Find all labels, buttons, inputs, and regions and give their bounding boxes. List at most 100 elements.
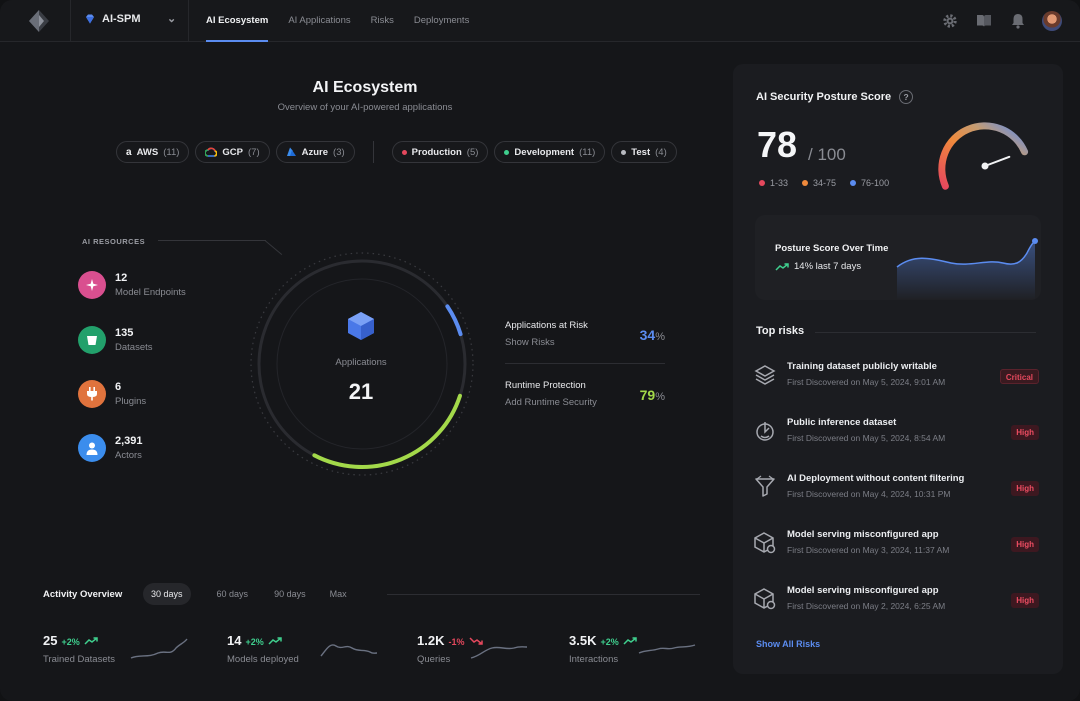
resource-label: Model Endpoints: [115, 287, 186, 298]
status-dot: [401, 149, 407, 155]
stat-value: 1.2K: [417, 633, 445, 648]
legend-item: 34-75: [802, 178, 836, 188]
avatar[interactable]: [1042, 11, 1062, 31]
stat-value: 25: [43, 633, 58, 648]
stat-value: 3.5K: [569, 633, 597, 648]
risk-date: First Discovered on May 3, 2024, 11:37 A…: [787, 545, 950, 555]
range-60-days[interactable]: 60 days: [216, 589, 249, 599]
severity-badge: High: [1011, 481, 1039, 496]
cube-gear-icon: [754, 532, 776, 554]
main-tabs: AI Ecosystem AI Applications Risks Deplo…: [196, 0, 479, 42]
range-max[interactable]: Max: [329, 589, 347, 599]
help-icon[interactable]: ?: [899, 90, 914, 104]
chip-label: Test: [631, 146, 651, 158]
chip-label: GCP: [222, 146, 243, 158]
chip-development[interactable]: Development (11): [494, 141, 606, 163]
risk-item[interactable]: Training dataset publicly writable First…: [753, 361, 1039, 401]
range-30-days[interactable]: 30 days: [143, 583, 191, 605]
stat-delta: +2%: [600, 637, 619, 647]
chip-count: (4): [655, 146, 667, 158]
posture-score-max: / 100: [808, 145, 846, 164]
plug-icon: [78, 380, 106, 408]
risk-item[interactable]: AI Deployment without content filtering …: [753, 473, 1039, 513]
status-dot: [504, 149, 510, 155]
tab-deployments[interactable]: Deployments: [413, 15, 470, 26]
resource-model-endpoints[interactable]: 12 Model Endpoints: [78, 271, 186, 299]
resource-plugins[interactable]: 6 Plugins: [78, 380, 146, 408]
stat-trained-datasets: 25 +2% Trained Datasets: [43, 632, 115, 665]
posture-panel: AI Security Posture Score ? 78 / 100 1-3…: [733, 64, 1063, 674]
risk-date: First Discovered on May 4, 2024, 10:31 P…: [787, 489, 951, 499]
metric-number: 34: [639, 327, 656, 343]
google-cloud-icon: [205, 147, 218, 157]
azure-icon: [286, 147, 296, 156]
stat-interactions: 3.5K +2% Interactions: [569, 632, 637, 665]
metric-applications-at-risk: Applications at Risk Show Risks 34%: [505, 320, 665, 348]
top-risks-title: Top risks: [756, 325, 805, 337]
risk-item[interactable]: Public inference dataset First Discovere…: [753, 417, 1039, 457]
add-runtime-security-link[interactable]: Add Runtime Security: [505, 397, 597, 408]
risk-name: Model serving misconfigured app: [787, 585, 939, 596]
trend-title: Posture Score Over Time: [775, 243, 889, 254]
severity-badge: High: [1011, 425, 1039, 440]
workspace-selector[interactable]: AI-SPM ⌄: [84, 13, 176, 25]
bucket-icon: [78, 326, 106, 354]
page-subtitle: Overview of your AI-powered applications: [277, 102, 453, 113]
gear-icon[interactable]: [940, 11, 960, 31]
logo-icon[interactable]: [28, 9, 50, 33]
tab-ai-applications[interactable]: AI Applications: [288, 15, 351, 26]
chip-aws[interactable]: a AWS (11): [116, 141, 190, 163]
tab-risks[interactable]: Risks: [370, 15, 394, 26]
resource-count: 12: [115, 272, 128, 284]
show-all-risks-link[interactable]: Show All Risks: [756, 639, 821, 649]
metric-unit: %: [655, 391, 665, 403]
chip-gcp[interactable]: GCP (7): [195, 141, 270, 163]
book-icon[interactable]: [974, 11, 994, 31]
resource-actors[interactable]: 2,391 Actors: [78, 434, 143, 462]
tab-ai-ecosystem[interactable]: AI Ecosystem: [196, 0, 278, 42]
legend-label: 1-33: [770, 178, 789, 188]
trend-change-text: 14% last 7 days: [794, 261, 862, 272]
score-legend: 1-33 34-75 76-100: [759, 178, 889, 188]
stat-value: 14: [227, 633, 242, 648]
chip-label: Development: [514, 146, 575, 158]
severity-badge: High: [1011, 537, 1039, 552]
chip-test[interactable]: Test (4): [611, 141, 677, 163]
resource-datasets[interactable]: 135 Datasets: [78, 326, 153, 354]
range-90-days[interactable]: 90 days: [274, 589, 306, 599]
inference-icon: [756, 422, 774, 441]
resource-label: Datasets: [115, 342, 153, 353]
nav-actions: [940, 11, 1062, 31]
chip-count: (3): [333, 146, 345, 158]
posture-title: AI Security Posture Score ?: [756, 90, 914, 104]
stat-label: Models deployed: [227, 654, 299, 665]
bell-icon[interactable]: [1008, 11, 1028, 31]
chip-production[interactable]: Production (5): [391, 141, 489, 163]
amazon-icon: a: [126, 146, 132, 158]
sparkline: [470, 646, 528, 659]
chip-azure[interactable]: Azure (3): [275, 141, 355, 163]
chip-label: Production: [411, 146, 462, 158]
chip-label: Azure: [301, 146, 329, 158]
stat-delta: -1%: [448, 637, 465, 647]
trend-up-icon: [268, 637, 282, 645]
status-dot: [621, 149, 627, 155]
page-title: AI Ecosystem: [312, 79, 418, 96]
metric-value: 34%: [640, 327, 665, 343]
trend-up-icon: [84, 637, 98, 645]
posture-trend-card[interactable]: Posture Score Over Time 14% last 7 days …: [755, 215, 1041, 300]
risk-item[interactable]: Model serving misconfigured app First Di…: [753, 529, 1039, 569]
metric-divider: [505, 363, 665, 364]
risk-date: First Discovered on May 5, 2024, 9:01 AM: [787, 377, 946, 387]
show-risks-link[interactable]: Show Risks: [505, 337, 555, 348]
posture-title-text: AI Security Posture Score: [756, 91, 892, 103]
risk-item[interactable]: Model serving misconfigured app First Di…: [753, 585, 1039, 625]
trend-end-point: [1032, 238, 1038, 244]
legend-item: 76-100: [850, 178, 889, 188]
chip-count: (7): [248, 146, 260, 158]
resource-count: 135: [115, 327, 134, 339]
metric-title: Applications at Risk: [505, 320, 588, 331]
chip-divider: [372, 141, 374, 163]
chip-label: AWS: [136, 146, 159, 158]
sparkle-icon: [78, 271, 106, 299]
